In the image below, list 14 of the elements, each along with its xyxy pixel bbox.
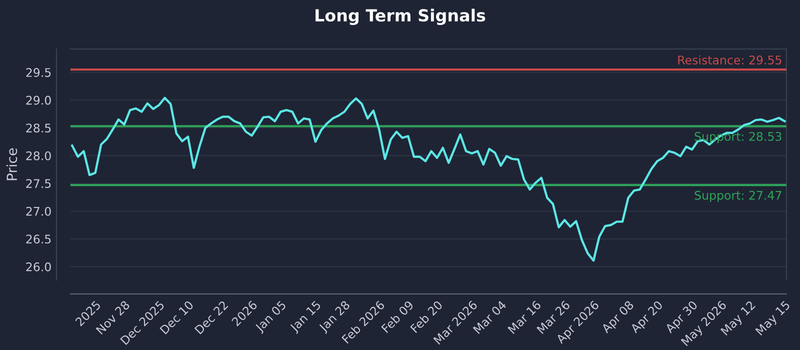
y-tick-label: 28.5 — [26, 124, 51, 133]
y-tick-label: 29.5 — [26, 68, 51, 77]
y-tick-label: 27.5 — [26, 179, 51, 188]
y-tick-label: 26.0 — [26, 262, 51, 272]
y-tick-label: 26.5 — [26, 234, 51, 244]
ref-line-label: Resistance: 29.55 — [678, 55, 782, 64]
y-tick-label: 29.0 — [26, 96, 51, 105]
y-axis-title: Price — [6, 148, 18, 180]
line-series — [71, 96, 786, 262]
y-tick-label: 28.0 — [26, 151, 51, 160]
x-tick-label: Dec 22 — [194, 300, 228, 335]
chart-title: Long Term Signals — [316, 8, 486, 26]
y-tick-label: 27.0 — [26, 206, 51, 216]
ref-line-label: Support: 27.47 — [694, 190, 782, 202]
